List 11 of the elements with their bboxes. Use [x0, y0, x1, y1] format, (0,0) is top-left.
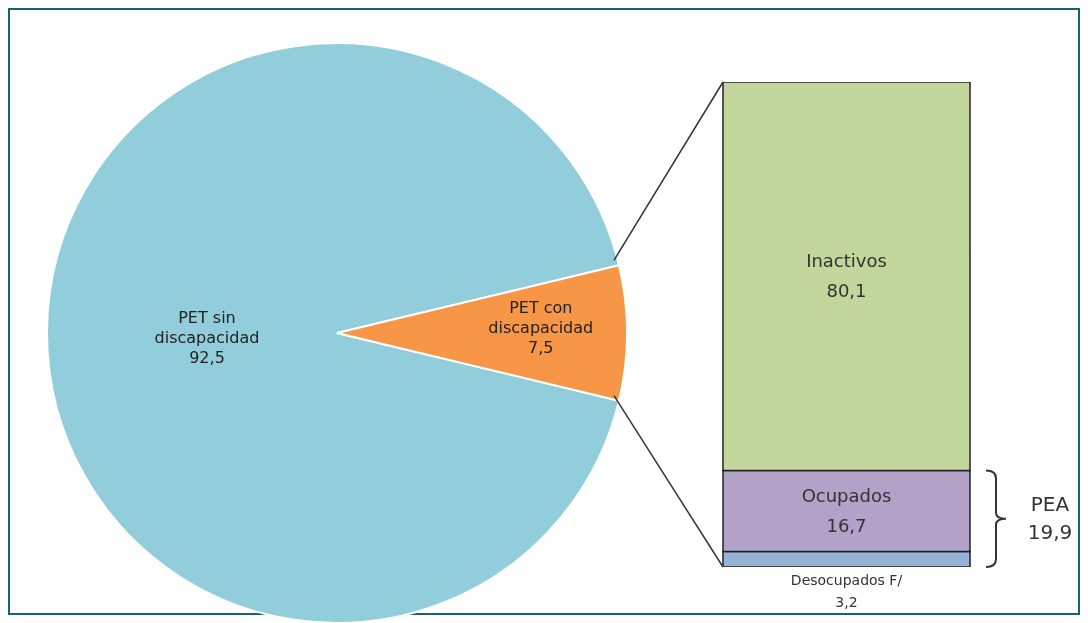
series-label: Inactivos — [806, 250, 887, 272]
slice-label: PET con discapacidad — [488, 298, 594, 337]
series-label: Ocupados — [801, 484, 892, 506]
data-label: 92,5 — [189, 348, 225, 367]
data-label: 16,7 — [826, 514, 867, 536]
data-label: 3,2 — [835, 594, 858, 610]
text: PEA 19,9 — [1027, 491, 1073, 544]
slice-label: PET sin discapacidad — [154, 308, 260, 347]
data-label: 80,1 — [826, 280, 867, 302]
data-label: 7,5 — [528, 338, 554, 357]
series-label: Desocupados F/ — [790, 572, 903, 588]
